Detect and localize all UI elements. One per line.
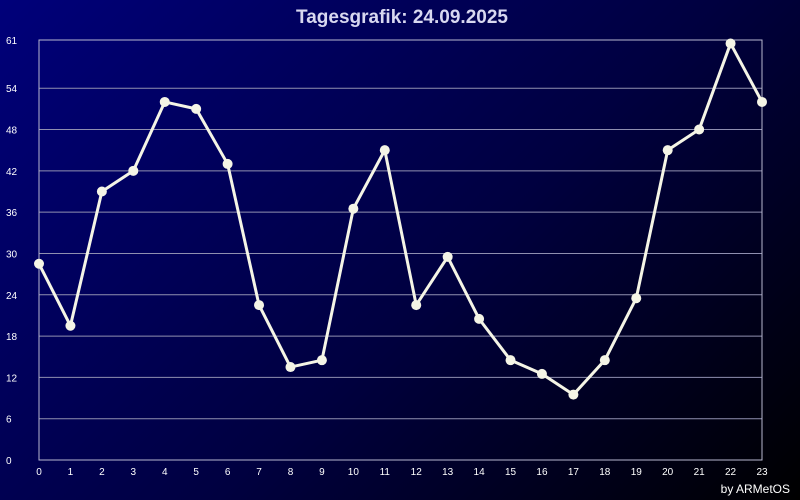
- data-point: [348, 203, 359, 214]
- grid-lines: [39, 87, 762, 420]
- y-tick-label: 6: [6, 415, 12, 426]
- y-tick-label: 12: [6, 373, 18, 384]
- data-point: [222, 158, 233, 169]
- data-point: [96, 186, 107, 197]
- series-line: [37, 41, 764, 397]
- x-tick-label: 16: [536, 467, 548, 478]
- y-tick-label: 48: [6, 126, 18, 137]
- data-point: [631, 293, 642, 304]
- x-tick-label: 23: [756, 467, 768, 478]
- data-point: [568, 389, 579, 400]
- x-tick-label: 11: [380, 467, 391, 478]
- x-tick-label: 7: [256, 467, 262, 478]
- data-point: [411, 300, 422, 311]
- x-tick-label: 2: [99, 467, 105, 478]
- y-tick-label: 0: [6, 456, 12, 467]
- y-tick-label: 54: [6, 84, 18, 95]
- x-tick-label: 14: [474, 467, 486, 478]
- x-tick-label: 9: [319, 467, 325, 478]
- x-tick-label: 15: [505, 467, 517, 478]
- data-point: [316, 355, 327, 366]
- y-tick-label: 30: [6, 249, 18, 260]
- x-tick-label: 3: [131, 467, 137, 478]
- credit-text: by ARMetOS: [721, 482, 790, 496]
- x-tick-label: 8: [288, 467, 294, 478]
- data-point: [442, 251, 453, 262]
- data-point: [34, 258, 44, 269]
- x-tick-label: 6: [225, 467, 231, 478]
- data-point: [694, 124, 705, 135]
- y-tick-label: 42: [6, 167, 18, 178]
- data-point: [128, 165, 139, 176]
- x-tick-label: 19: [631, 467, 643, 478]
- data-points: [34, 38, 767, 400]
- data-point: [505, 355, 516, 366]
- y-tick-label: 36: [6, 208, 18, 219]
- y-axis: 0 6 12 18 24 30 36 42 48 54 61: [6, 36, 18, 467]
- data-point: [254, 300, 265, 311]
- x-tick-label: 21: [694, 467, 706, 478]
- x-tick-label: 0: [36, 467, 42, 478]
- data-point: [536, 368, 547, 379]
- x-tick-label: 5: [193, 467, 199, 478]
- x-axis: 0 1 2 3 4 5 6 7 8 9 10 11 12 13 14 15 16 17 18 19 20 21 22 23: [36, 467, 768, 478]
- plot-area-border: [38, 39, 763, 461]
- data-point: [757, 96, 767, 107]
- x-tick-label: 17: [568, 467, 580, 478]
- data-point: [379, 145, 390, 156]
- data-point: [285, 362, 296, 373]
- x-tick-label: 22: [725, 467, 737, 478]
- data-point: [474, 313, 485, 324]
- y-tick-label: 18: [6, 332, 18, 343]
- data-point: [191, 103, 202, 114]
- x-tick-label: 12: [411, 467, 423, 478]
- x-tick-label: 13: [442, 467, 454, 478]
- chart-title: Tagesgrafik: 24.09.2025: [296, 7, 508, 28]
- data-point: [599, 355, 610, 366]
- data-point: [662, 145, 673, 156]
- y-tick-label: 61: [6, 36, 18, 47]
- y-tick-label: 24: [6, 291, 18, 302]
- data-point: [65, 320, 76, 331]
- x-tick-label: 10: [348, 467, 360, 478]
- data-point: [159, 96, 170, 107]
- x-tick-label: 20: [662, 467, 674, 478]
- x-tick-label: 4: [162, 467, 168, 478]
- x-tick-label: 18: [599, 467, 611, 478]
- data-point: [725, 38, 736, 49]
- x-tick-label: 1: [68, 467, 74, 478]
